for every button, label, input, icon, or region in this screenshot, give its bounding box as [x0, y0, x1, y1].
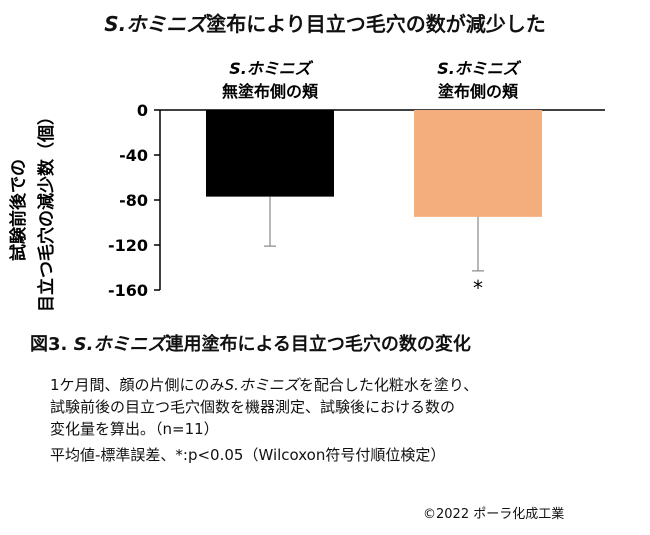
figure-caption: 図3. S.ホミニズ連用塗布による目立つ毛穴の数の変化 — [30, 330, 471, 356]
y-tick-label: -80 — [119, 191, 148, 210]
description-line-1: 1ケ月間、顔の片側にのみS.ホミニズを配合した化粧水を塗り、 — [50, 376, 479, 394]
category-label-line1: S.ホミニズ — [229, 59, 314, 78]
significance-marker: * — [473, 276, 483, 300]
title-text: 塗布により目立つ毛穴の数が減少した — [206, 12, 546, 36]
description-line-2: 試験前後の目立つ毛穴個数を機器測定、試験後における数の — [50, 398, 456, 416]
caption-prefix: 図3. — [30, 334, 74, 355]
description: 1ケ月間、顔の片側にのみS.ホミニズを配合した化粧水を塗り、 試験前後の目立つ毛… — [50, 374, 630, 466]
bar-2 — [414, 110, 542, 217]
caption-text: 連用塗布による目立つ毛穴の数の変化 — [165, 334, 471, 355]
y-axis-label-line2: 目立つ毛穴の減少数（個） — [36, 108, 57, 312]
category-label-line1: S.ホミニズ — [437, 59, 522, 78]
y-tick-label: 0 — [137, 101, 148, 120]
copyright: ©2022 ポーラ化成工業 — [423, 507, 565, 522]
bar-1 — [206, 110, 334, 197]
bar-chart: 試験前後での 目立つ毛穴の減少数（個） 0 -40 -80 -120 -160 * S.… — [8, 59, 605, 312]
bars: * — [206, 110, 542, 300]
chart-title: S.ホミニズ塗布により目立つ毛穴の数が減少した — [0, 8, 650, 37]
y-axis-label: 試験前後での 目立つ毛穴の減少数（個） — [8, 108, 57, 312]
description-line-3: 変化量を算出。（n=11） — [50, 420, 219, 438]
description-line-4: 平均値-標準誤差、*:p<0.05（Wilcoxon符号付順位検定） — [50, 446, 446, 464]
category-label-line2: 塗布側の頬 — [438, 82, 519, 101]
y-tick-label: -120 — [108, 236, 148, 255]
category-label-line2: 無塗布側の頬 — [222, 82, 319, 101]
y-tick-label: -40 — [119, 146, 148, 165]
title-species: S.ホミニズ — [104, 12, 207, 36]
y-ticks: 0 -40 -80 -120 -160 — [108, 101, 160, 300]
y-tick-label: -160 — [108, 281, 148, 300]
caption-species: S.ホミニズ — [73, 334, 166, 355]
y-axis-label-line1: 試験前後での — [8, 159, 29, 261]
